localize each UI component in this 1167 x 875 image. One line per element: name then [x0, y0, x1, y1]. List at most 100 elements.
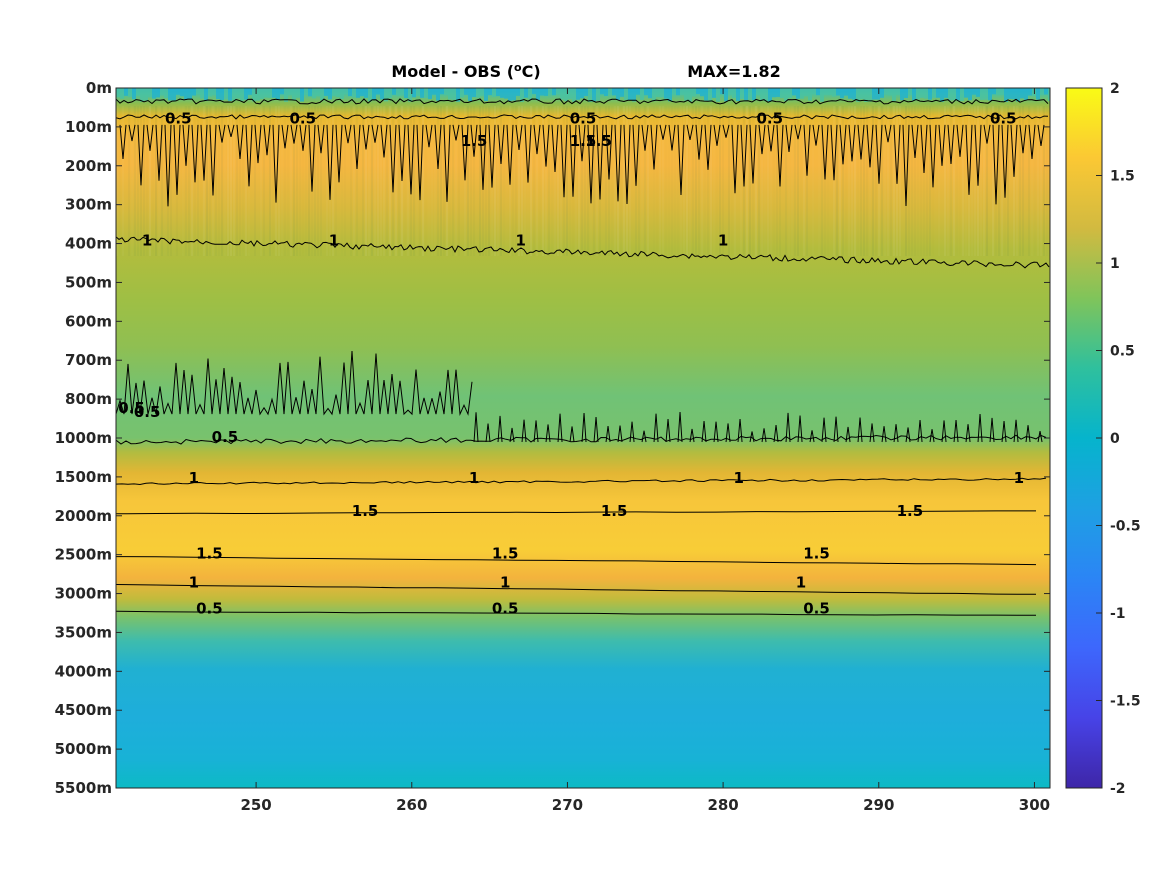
texture-stripe — [408, 88, 412, 102]
texture-stripe — [1016, 88, 1020, 102]
texture-stripe — [275, 106, 277, 256]
y-tick-label: 300m — [65, 196, 112, 214]
y-tick-label: 500m — [65, 273, 112, 291]
texture-stripe — [972, 88, 976, 95]
texture-stripe — [880, 88, 884, 98]
texture-stripe — [581, 106, 583, 256]
texture-stripe — [304, 88, 308, 95]
texture-stripe — [712, 88, 716, 98]
texture-stripe — [144, 88, 148, 101]
y-tick-label: 1500m — [55, 468, 112, 486]
texture-stripe — [488, 88, 492, 96]
texture-stripe — [508, 88, 512, 101]
contour-label: 1 — [329, 232, 339, 250]
contour-label: 1.5 — [570, 132, 597, 150]
texture-stripe — [708, 88, 712, 102]
chart-max-label: MAX=1.82 — [687, 62, 781, 81]
texture-stripe — [252, 88, 256, 102]
y-tick-label: 100m — [65, 118, 112, 136]
texture-stripe — [532, 88, 536, 95]
texture-stripe — [684, 88, 688, 101]
colorbar-ticks: 2 1.5 1 0.5 0 -0.5 -1 -1.5 -2 — [1096, 81, 1141, 797]
contour-label: 1.5 — [461, 132, 488, 150]
texture-stripe — [396, 88, 400, 96]
texture-stripe — [395, 106, 397, 256]
texture-stripe — [520, 88, 524, 102]
texture-stripe — [512, 88, 516, 101]
texture-stripe — [556, 88, 560, 95]
texture-stripe — [500, 88, 504, 98]
texture-stripe — [924, 88, 928, 99]
texture-stripe — [308, 106, 310, 256]
texture-stripe — [168, 88, 172, 101]
texture-stripe — [494, 106, 496, 256]
texture-stripe — [545, 106, 547, 256]
texture-stripe — [804, 88, 808, 97]
contour-label: 1 — [796, 574, 806, 592]
texture-stripe — [797, 106, 799, 256]
texture-stripe — [204, 88, 208, 101]
texture-stripe — [800, 88, 804, 99]
texture-stripe — [1043, 106, 1045, 256]
texture-stripe — [452, 88, 456, 100]
texture-stripe — [736, 88, 740, 102]
texture-stripe — [812, 88, 816, 95]
texture-stripe — [680, 88, 684, 95]
contour-label: 1 — [733, 469, 743, 487]
texture-stripe — [228, 88, 232, 101]
texture-stripe — [536, 106, 538, 256]
texture-stripe — [572, 88, 576, 102]
texture-stripe — [647, 106, 649, 256]
texture-stripe — [772, 88, 776, 98]
texture-stripe — [404, 88, 408, 99]
texture-stripe — [629, 106, 631, 256]
texture-stripe — [336, 88, 340, 97]
texture-stripe — [436, 88, 440, 101]
plot-area: 0.5 0.5 0.5 0.5 0.51 1 1 11 1 1 11.5 1.5 1.51.5 1.5 1.… — [115, 87, 1051, 789]
texture-stripe — [983, 106, 985, 256]
texture-stripe — [770, 106, 772, 256]
texture-stripe — [288, 88, 292, 95]
texture-stripe — [140, 88, 144, 102]
texture-stripe — [794, 106, 796, 256]
texture-stripe — [728, 106, 730, 256]
texture-stripe — [764, 88, 768, 102]
texture-stripe — [832, 88, 836, 97]
texture-stripe — [944, 106, 946, 256]
texture-stripe — [839, 106, 841, 256]
texture-stripe — [216, 88, 220, 100]
x-tick-label: 300 — [1019, 796, 1050, 814]
texture-stripe — [374, 106, 376, 256]
texture-stripe — [896, 88, 900, 95]
texture-stripe — [1012, 88, 1016, 100]
texture-stripe — [410, 106, 412, 256]
texture-stripe — [988, 88, 992, 101]
texture-stripe — [380, 88, 384, 100]
texture-stripe — [332, 88, 336, 96]
colorbar-tick-label: 2 — [1110, 81, 1120, 97]
texture-stripe — [1004, 88, 1008, 102]
texture-stripe — [263, 106, 265, 256]
texture-stripe — [296, 88, 300, 98]
texture-stripe — [716, 88, 720, 102]
texture-stripe — [900, 88, 904, 101]
texture-stripe — [640, 88, 644, 100]
texture-stripe — [623, 106, 625, 256]
texture-stripe — [960, 88, 964, 102]
texture-stripe — [158, 106, 160, 256]
colorbar-tick-label: -1 — [1110, 606, 1126, 622]
texture-stripe — [780, 88, 784, 99]
x-axis: 250 260 270 280 290 300 — [240, 88, 1050, 814]
texture-stripe — [302, 106, 304, 256]
texture-stripe — [698, 106, 700, 256]
texture-stripe — [149, 106, 151, 256]
texture-stripe — [1048, 88, 1050, 101]
colorbar-tick-label: -2 — [1110, 781, 1126, 797]
texture-stripe — [740, 88, 744, 100]
texture-stripe — [962, 106, 964, 256]
texture-stripe — [554, 106, 556, 256]
texture-stripe — [455, 106, 457, 256]
texture-stripe — [848, 88, 852, 99]
texture-stripe — [1046, 106, 1048, 256]
texture-stripe — [1007, 106, 1009, 256]
